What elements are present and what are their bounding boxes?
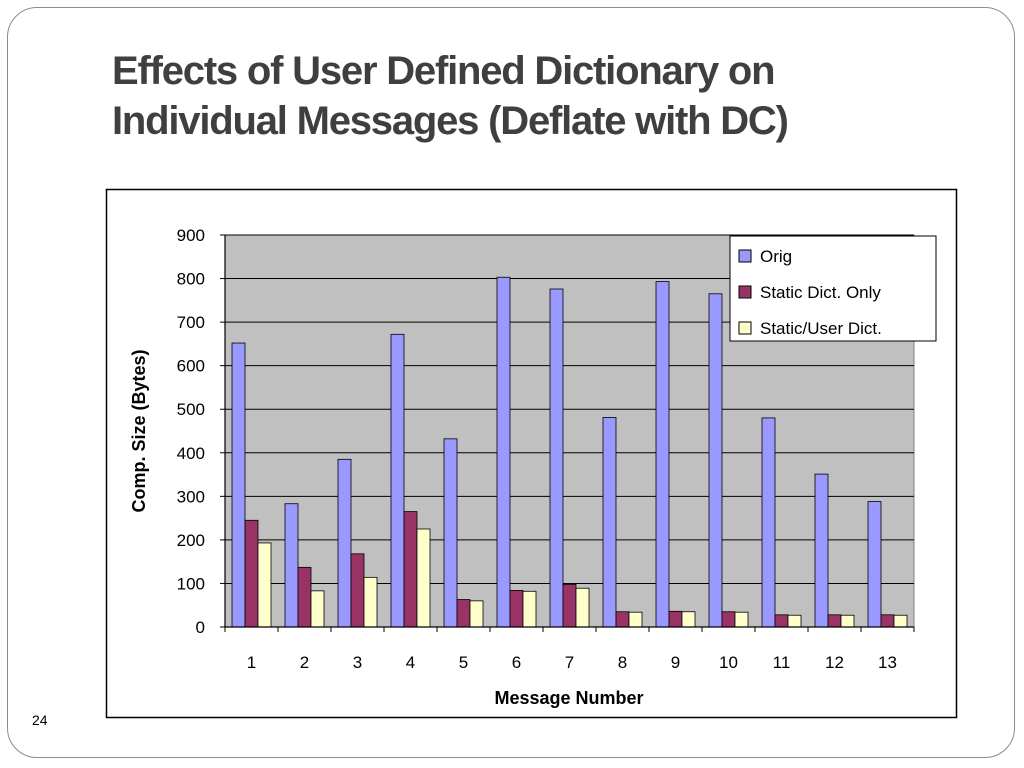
- legend-label-3: Static/User Dict.: [760, 319, 882, 338]
- x-tick-label-3: 3: [353, 653, 362, 672]
- bar-2-13: [880, 614, 895, 628]
- bar-3-6: [522, 590, 537, 628]
- slide-title: Effects of User Defined Dictionary on In…: [112, 46, 872, 146]
- y-tick-label-100: 100: [177, 574, 205, 593]
- bar-3-12: [840, 614, 855, 628]
- x-tick-label-7: 7: [565, 653, 574, 672]
- bar-2-12: [827, 614, 842, 628]
- x-tick-label-5: 5: [459, 653, 468, 672]
- bar-3-9: [681, 611, 696, 628]
- bar-1-2: [284, 503, 299, 628]
- x-tick-label-11: 11: [773, 653, 791, 672]
- x-axis-label: Message Number: [494, 688, 643, 708]
- bar-2-11: [774, 614, 789, 628]
- y-tick-label-600: 600: [177, 357, 205, 376]
- bar-1-13: [867, 501, 882, 628]
- legend-swatch-2: [738, 285, 752, 299]
- x-tick-label-13: 13: [878, 653, 897, 672]
- slide-title-line-2: Individual Messages (Deflate with DC): [112, 99, 789, 143]
- y-tick-label-700: 700: [177, 313, 205, 332]
- bar-2-1: [244, 519, 259, 628]
- bar-1-1: [231, 342, 246, 628]
- bar-2-5: [456, 599, 471, 628]
- x-tick-label-1: 1: [247, 653, 256, 672]
- bar-1-7: [549, 288, 564, 628]
- bar-3-8: [628, 611, 643, 628]
- bar-3-7: [575, 587, 590, 628]
- bar-3-5: [469, 600, 484, 628]
- bar-1-4: [390, 333, 405, 628]
- bar-1-6: [496, 276, 511, 628]
- bar-2-8: [615, 611, 630, 628]
- bar-3-2: [310, 590, 325, 628]
- y-tick-label-400: 400: [177, 444, 205, 463]
- bar-2-4: [403, 511, 418, 628]
- x-tick-label-6: 6: [512, 653, 521, 672]
- slide-number: 24: [32, 712, 48, 728]
- x-tick-label-9: 9: [671, 653, 680, 672]
- legend-label-1: Orig: [760, 247, 792, 266]
- x-tick-label-10: 10: [719, 653, 738, 672]
- bar-2-6: [509, 590, 524, 628]
- y-tick-label-300: 300: [177, 487, 205, 506]
- x-tick-label-2: 2: [300, 653, 309, 672]
- legend-label-2: Static Dict. Only: [760, 283, 881, 302]
- bar-3-10: [734, 611, 749, 628]
- y-tick-label-800: 800: [177, 270, 205, 289]
- bar-3-1: [257, 542, 272, 628]
- bar-1-10: [708, 293, 723, 628]
- bar-3-4: [416, 528, 431, 628]
- legend-box: [729, 235, 937, 342]
- bar-3-13: [893, 614, 908, 628]
- bar-2-7: [562, 583, 577, 628]
- bar-3-3: [363, 576, 378, 628]
- bar-2-2: [297, 566, 312, 628]
- slide-title-line-1: Effects of User Defined Dictionary on: [112, 49, 776, 93]
- bar-2-9: [668, 610, 683, 628]
- bar-2-3: [350, 553, 365, 628]
- y-tick-label-0: 0: [196, 618, 205, 637]
- x-tick-label-8: 8: [618, 653, 627, 672]
- x-tick-label-4: 4: [406, 653, 415, 672]
- bar-1-9: [655, 281, 670, 628]
- y-tick-label-200: 200: [177, 531, 205, 550]
- legend-swatch-3: [738, 321, 752, 335]
- bar-1-11: [761, 417, 776, 628]
- bar-1-3: [337, 458, 352, 628]
- bar-3-11: [787, 614, 802, 628]
- bar-2-10: [721, 611, 736, 628]
- bar-1-12: [814, 473, 829, 628]
- legend-swatch-1: [738, 249, 752, 263]
- y-axis-label: Comp. Size (Bytes): [129, 349, 149, 512]
- x-tick-label-12: 12: [825, 653, 844, 672]
- bar-1-5: [443, 438, 458, 628]
- y-tick-label-500: 500: [177, 400, 205, 419]
- bar-1-8: [602, 417, 617, 628]
- y-tick-label-900: 900: [177, 226, 205, 245]
